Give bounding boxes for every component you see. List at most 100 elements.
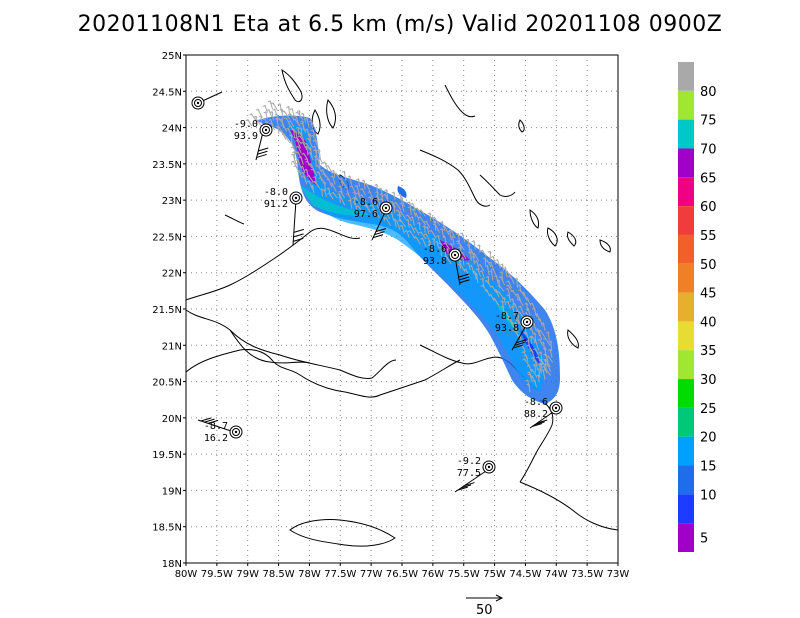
wind-vector-head: [483, 257, 487, 261]
wind-vector-head: [316, 148, 321, 152]
wind-vector-head: [480, 277, 484, 281]
wind-vector: [434, 221, 437, 231]
colorbar: 80 75 70 65 60 55 50 45 40 35 30 25 20 15 10 5: [678, 62, 717, 552]
wind-vector-head: [537, 363, 541, 367]
wind-vector-head: [537, 338, 542, 342]
wind-vector-head: [331, 191, 335, 195]
station-pressure-label: 93.8: [423, 256, 447, 267]
wind-vector-head: [485, 264, 489, 268]
wind-vector-head: [490, 255, 495, 259]
lon-label: 79.5W: [201, 569, 233, 580]
wind-vector-head: [305, 128, 309, 132]
colorbar-label: 70: [700, 142, 717, 157]
wind-vector-head: [338, 190, 342, 194]
wind-vector-head: [525, 307, 530, 311]
wind-vector-head: [285, 127, 290, 131]
wind-vector-head: [279, 118, 284, 122]
wind-vector-head: [471, 240, 476, 243]
wind-vector-head: [423, 233, 428, 237]
coastlines: [185, 68, 619, 547]
colorbar-segment: [678, 407, 694, 437]
wind-vector-head: [316, 156, 321, 160]
colorbar-segment: [678, 494, 694, 524]
wind-vector: [293, 128, 295, 139]
wind-vector-head: [542, 347, 547, 350]
wind-vector-head: [420, 237, 424, 241]
colorbar-segment: [678, 62, 694, 91]
wind-vector-head: [282, 110, 286, 114]
wind-vector-head: [306, 137, 310, 141]
wind-vector-head: [545, 355, 550, 359]
wind-vector-head: [378, 198, 383, 201]
latitude-labels: 25N 24.5N 24N 23.5N 23N 22.5N 22N 21.5N 21N 20.5N…: [152, 51, 186, 570]
colorbar-label: 60: [700, 200, 717, 215]
wind-vector-head: [488, 261, 493, 265]
wind-vector-head: [474, 272, 478, 276]
wind-vector: [324, 182, 326, 192]
wind-vector-head: [297, 135, 302, 139]
colorbar-segment: [678, 350, 694, 380]
wind-vector-head: [405, 214, 410, 218]
wind-vector-head: [300, 120, 304, 124]
wind-vector-head: [443, 242, 447, 246]
wind-vector-head: [410, 202, 415, 206]
wind-vector-head: [484, 279, 489, 283]
wind-barb-flag: [537, 419, 548, 424]
wind-vector-head: [442, 235, 446, 239]
wind-barb-flag: [460, 484, 472, 489]
wind-vector-head: [480, 284, 485, 288]
wind-vector-head: [276, 126, 281, 130]
wind-barb-flag: [516, 339, 527, 344]
wind-vector-head: [322, 172, 326, 176]
wind-vector-head: [389, 200, 394, 204]
colorbar-label: 25: [700, 402, 717, 417]
wind-vector-head: [536, 356, 540, 360]
wind-vector-head: [266, 108, 271, 112]
wind-vector-head: [384, 189, 388, 192]
wind-vector-head: [524, 302, 529, 306]
wind-vector-head: [499, 270, 504, 274]
wind-vector-head: [300, 112, 305, 116]
station-model: -8.716.2: [197, 417, 243, 444]
wind-vector-head: [497, 284, 501, 288]
wind-vector-head: [398, 193, 402, 197]
station-circle-inner: [382, 204, 390, 212]
colorbar-segment: [678, 523, 694, 552]
wind-vector-head: [413, 212, 418, 216]
wind-vector: [517, 310, 519, 319]
lon-label: 77W: [360, 569, 383, 580]
wind-vector-head: [354, 184, 359, 188]
colorbar-segment: [678, 292, 694, 322]
wind-vector: [515, 322, 518, 333]
wind-vector-head: [281, 132, 286, 136]
wind-vector-head: [480, 249, 484, 253]
wind-vector-head: [264, 121, 269, 124]
colorbar-segment: [678, 148, 694, 178]
wind-vector-head: [347, 199, 352, 203]
wind-vector-head: [352, 200, 357, 204]
wind-vector-head: [515, 309, 520, 313]
wind-vector: [444, 250, 447, 261]
wind-vector-head: [279, 108, 284, 112]
lon-label: 76W: [422, 569, 445, 580]
wind-vector-head: [427, 212, 432, 216]
wind-vector-head: [516, 298, 521, 302]
wind-vector-head: [505, 287, 510, 291]
wind-vector-head: [304, 145, 309, 149]
wind-vector-head: [267, 100, 272, 104]
station-model: -8.693.8: [423, 244, 470, 286]
wind-vector-head: [529, 302, 534, 306]
wind-vector-head: [274, 113, 279, 117]
station-dot: [453, 253, 457, 257]
wind-vector-head: [418, 216, 422, 220]
wind-vector-head: [529, 375, 534, 379]
wind-vector-head: [297, 169, 301, 173]
colorbar-segment: [678, 177, 694, 207]
colorbar-segment: [678, 234, 694, 264]
lon-label: 75W: [483, 569, 506, 580]
wind-vector-head: [320, 169, 325, 173]
wind-barb-flag: [375, 228, 387, 233]
wind-vector-head: [418, 231, 423, 235]
wind-vector-head: [510, 305, 514, 309]
wind-vector-head: [356, 178, 360, 182]
